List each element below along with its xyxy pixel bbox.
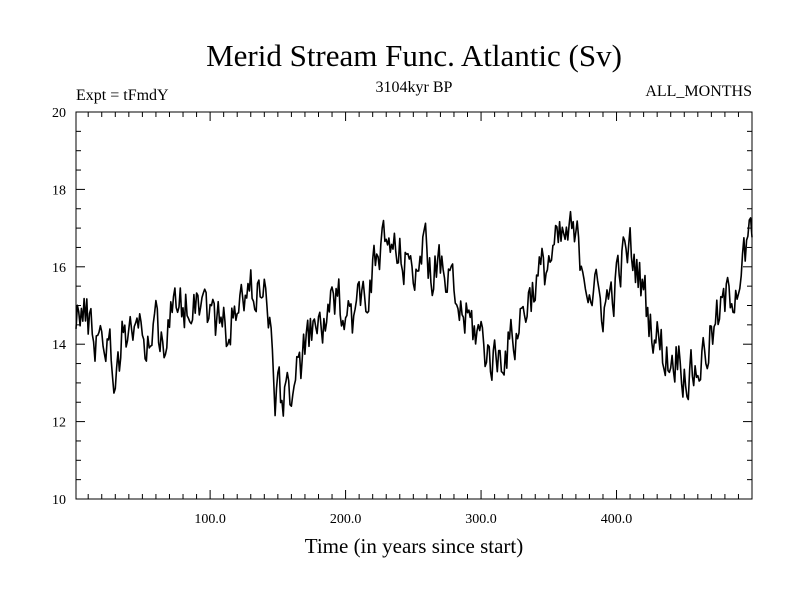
plot-area: 10 12 14 16 18 20 100.0 200.0 300.0 400.0 [52, 106, 753, 527]
x-axis: 100.0 200.0 300.0 400.0 [87, 112, 753, 527]
experiment-label: Expt = tFmdY [76, 87, 169, 104]
y-tick-label: 18 [52, 183, 66, 198]
x-tick-label: 300.0 [465, 512, 497, 527]
x-tick-label: 100.0 [194, 512, 226, 527]
x-axis-label: Time (in years since start) [305, 534, 524, 558]
chart-title: Merid Stream Func. Atlantic (Sv) [206, 38, 622, 73]
period-label: 3104kyr BP [376, 79, 453, 96]
y-tick-label: 20 [52, 106, 66, 121]
y-tick-label: 10 [52, 493, 66, 508]
y-axis: 10 12 14 16 18 20 [52, 106, 752, 508]
y-tick-label: 14 [52, 338, 66, 353]
y-tick-label: 12 [52, 416, 66, 431]
months-label: ALL_MONTHS [645, 83, 752, 100]
y-tick-label: 16 [52, 261, 66, 276]
x-tick-label: 200.0 [330, 512, 362, 527]
series-line [75, 210, 753, 417]
x-tick-label: 400.0 [601, 512, 633, 527]
plot-frame [75, 111, 753, 500]
